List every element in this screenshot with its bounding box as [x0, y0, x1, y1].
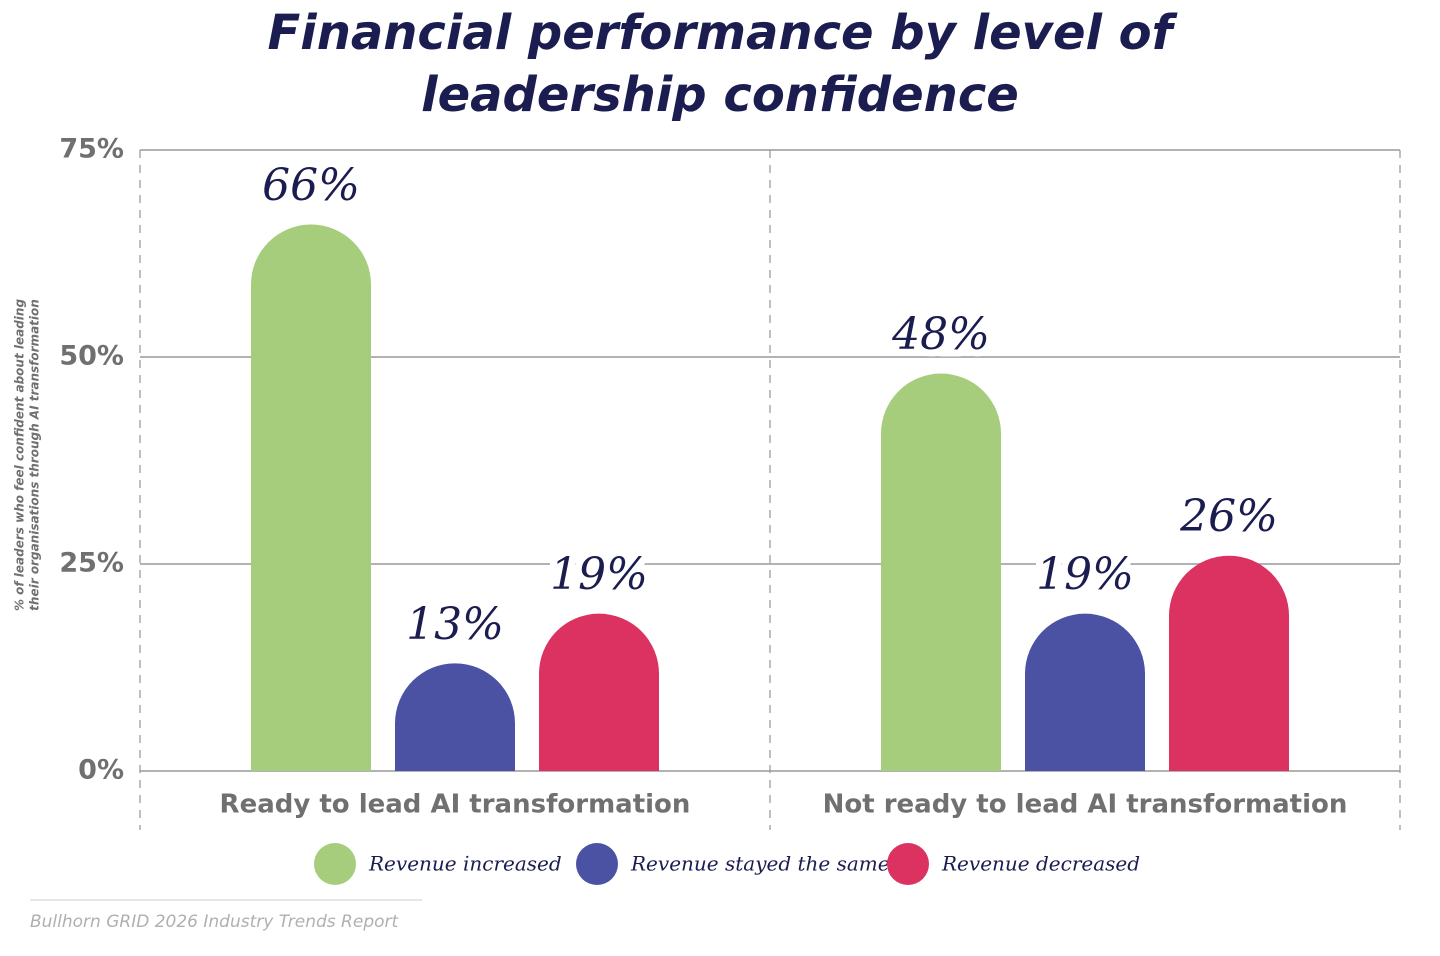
data-label: 19%: [550, 549, 648, 600]
bar: [251, 224, 371, 771]
y-axis-label: % of leaders who feel confident about le…: [13, 299, 27, 612]
data-label: 13%: [406, 599, 504, 650]
legend-swatch: [887, 843, 929, 885]
legend-swatch: [314, 843, 356, 885]
bar: [1169, 555, 1289, 771]
legend-label: Revenue stayed the same: [630, 852, 890, 876]
bar: [395, 663, 516, 771]
y-axis-label: their organisations through AI transform…: [28, 299, 42, 611]
legend-label: Revenue decreased: [941, 852, 1140, 876]
data-label: 48%: [891, 309, 990, 360]
legend-swatch: [576, 843, 618, 885]
chart-title: leadership confidence: [421, 67, 1019, 123]
bar: [1025, 613, 1145, 771]
x-tick-label: Not ready to lead AI transformation: [823, 790, 1348, 820]
legend-label: Revenue increased: [368, 852, 562, 876]
chart-title: Financial performance by level of: [267, 5, 1177, 61]
source: Bullhorn GRID 2026 Industry Trends Repor…: [30, 912, 400, 932]
bar: [539, 613, 659, 771]
x-tick-label: Ready to lead AI transformation: [220, 790, 691, 820]
bar: [881, 373, 1001, 771]
y-tick-label: 50%: [59, 341, 124, 372]
data-label: 66%: [262, 160, 360, 211]
y-tick-label: 25%: [59, 548, 124, 579]
y-tick-label: 75%: [59, 134, 124, 165]
data-label: 19%: [1036, 549, 1134, 600]
data-label: 26%: [1179, 491, 1278, 542]
y-tick-label: 0%: [78, 755, 124, 786]
